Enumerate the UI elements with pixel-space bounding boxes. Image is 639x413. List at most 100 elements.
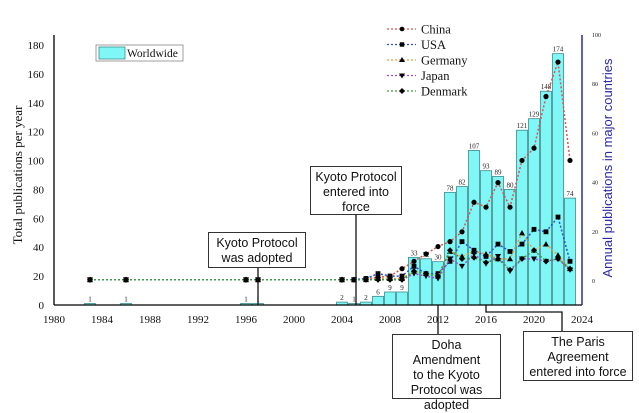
point-japan-2014	[459, 263, 465, 270]
bar-2021	[540, 90, 552, 306]
annotation-kyoto-force: Kyoto Protocol entered into force	[310, 166, 402, 215]
x-tick-1984: 1984	[91, 314, 114, 326]
axes-layer: 1980 1984 1988 1992 1996 2000 2004 2008 2012 2016…	[10, 33, 615, 326]
point-germany-2022	[555, 252, 561, 258]
point-usa-2007	[375, 271, 381, 277]
point-china-2010	[411, 258, 417, 264]
bar-label-2010: 33	[411, 249, 419, 257]
point-china-2023	[567, 157, 573, 164]
annotation-line: force	[342, 200, 370, 214]
x-tick-2024: 2024	[571, 314, 594, 326]
y2-tick-40: 40	[592, 181, 598, 187]
bar-label-2004: 2	[340, 294, 344, 302]
x-tick-1996: 1996	[235, 314, 258, 326]
point-usa-2020	[531, 226, 537, 232]
bar-2008	[384, 291, 396, 306]
y-axis-title: Total publications per year	[10, 105, 25, 244]
annotation-line: to the Kyoto	[413, 368, 480, 382]
point-denmark-2008	[387, 276, 393, 283]
point-denmark-2010	[411, 268, 417, 275]
point-denmark-2014	[459, 255, 465, 262]
point-denmark-2018	[507, 266, 513, 273]
y-tick-80: 80	[33, 184, 45, 196]
point-denmark-2009	[399, 276, 405, 283]
y-tick-60: 60	[33, 213, 45, 225]
bar-label-2022: 174	[553, 46, 564, 54]
point-usa-2021	[543, 229, 549, 235]
legend-label-china: China	[421, 23, 451, 37]
point-china-2019	[519, 157, 525, 164]
bar-2017	[492, 176, 504, 306]
point-germany-2016	[483, 250, 489, 257]
bar-label-2016: 93	[483, 163, 491, 171]
y-tick-180: 180	[28, 40, 45, 52]
point-usa-2017	[495, 241, 501, 247]
bar-label-2014: 82	[459, 179, 467, 187]
point-usa-2023	[567, 258, 573, 264]
legend-marker-denmark	[399, 88, 405, 94]
point-denmark-2012	[435, 273, 441, 280]
point-denmark-1983	[87, 276, 93, 283]
point-china-2011	[423, 251, 429, 257]
bar-label-1996: 1	[244, 296, 248, 304]
point-germany-2021	[543, 241, 549, 247]
point-china-2016	[483, 204, 489, 210]
annotation-kyoto-adopted: Kyoto Protocol was adopted	[208, 232, 306, 268]
y-tick-160: 160	[28, 69, 45, 81]
bar-label-2023: 74	[567, 190, 575, 198]
series-line-denmark	[90, 249, 571, 281]
bar-2014	[456, 186, 468, 306]
point-china-2012	[435, 243, 441, 250]
legend-bar-swatch	[98, 46, 126, 60]
bar-label-1986: 1	[124, 296, 128, 304]
legend-marker-germany	[399, 57, 405, 62]
bar-2016	[480, 170, 492, 306]
point-denmark-2013	[447, 247, 453, 254]
y-tick-100: 100	[28, 156, 45, 168]
point-denmark-2006	[363, 276, 369, 283]
bar-2007	[372, 295, 384, 306]
annotation-doha: Doha Amendment to the Kyoto Protocol was ad…	[392, 334, 501, 412]
x-tick-1988: 1988	[139, 314, 162, 326]
legend-marker-usa	[399, 42, 405, 47]
bar-label-2017: 89	[495, 168, 503, 176]
x-tick-2000: 2000	[283, 314, 306, 326]
point-usa-2016	[483, 254, 489, 259]
annotation-line: adopted	[423, 398, 470, 412]
bar-label-2007: 6	[376, 288, 380, 296]
annotation-line: Protocol was	[410, 383, 483, 397]
y2-tick-20: 20	[592, 230, 598, 236]
bar-label-2005: 1	[352, 296, 356, 304]
x-tick-2004: 2004	[331, 314, 354, 326]
point-china-2017	[495, 180, 501, 186]
point-china-2021	[543, 93, 549, 100]
point-denmark-2017	[495, 255, 501, 262]
y2-axis-title: Annual publications in major countries	[600, 58, 615, 277]
point-germany-2019	[519, 230, 525, 236]
point-denmark-2007	[375, 276, 381, 283]
bar-label-1983: 1	[88, 296, 92, 304]
point-china-2014	[459, 229, 465, 235]
annotation-line: Kyoto Protocol	[315, 170, 397, 184]
y2-tick-0: 0	[592, 279, 595, 285]
legend-label-japan: Japan	[421, 69, 450, 83]
y2-tick-100: 100	[592, 33, 601, 39]
point-china-2009	[399, 266, 405, 272]
bar-2019	[516, 129, 528, 306]
bar-2011	[420, 258, 432, 306]
point-usa-2022	[555, 214, 561, 220]
bar-label-2012: 30	[435, 254, 443, 262]
bar-2015	[468, 150, 480, 306]
y-tick-20: 20	[33, 271, 45, 283]
y2-tick-80: 80	[592, 82, 598, 88]
legend-bar-label: Worldwide	[127, 48, 178, 60]
point-usa-2019	[519, 241, 525, 247]
annotation-line: The Paris	[551, 335, 605, 349]
annotation-line: Agreement	[547, 350, 609, 364]
point-denmark-1996	[243, 276, 249, 283]
annotation-connectors	[257, 215, 563, 334]
x-tick-2020: 2020	[523, 314, 546, 326]
point-denmark-2016	[483, 259, 489, 266]
